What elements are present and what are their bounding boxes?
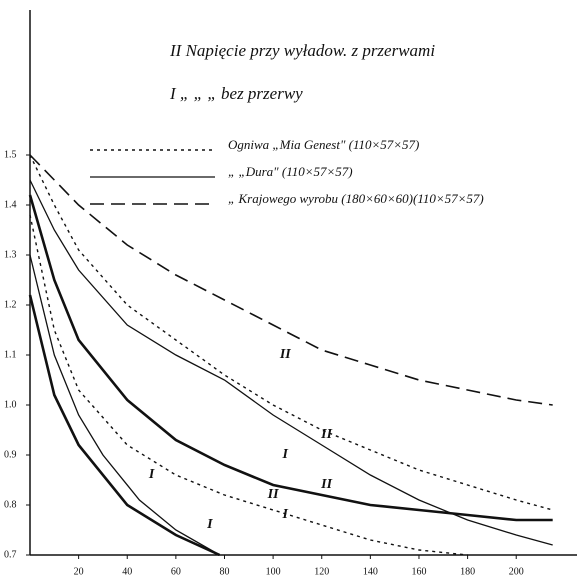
x-tick-label: 120: [314, 566, 329, 577]
x-tick-label: 80: [219, 566, 229, 577]
curve: [29, 214, 468, 556]
annotation: II: [267, 487, 279, 502]
y-tick-label: 1.4: [4, 199, 17, 210]
chart-title: II Napięcie przy wyładow. z przerwami: [169, 41, 435, 60]
x-tick-label: 60: [171, 566, 181, 577]
y-tick-label: 1.0: [4, 399, 17, 410]
y-tick-label: 0.8: [4, 499, 17, 510]
annotation: II: [279, 347, 291, 362]
y-tick-label: 1.3: [4, 249, 17, 260]
curve: [29, 179, 553, 546]
annotation: I: [206, 517, 213, 532]
curve: [29, 254, 220, 556]
chart-subtitle: I „ „ „ bez przerwy: [169, 84, 303, 103]
curve: [29, 154, 553, 406]
annotation: I: [148, 467, 155, 482]
x-tick-label: 200: [509, 566, 524, 577]
y-tick-label: 0.9: [4, 449, 17, 460]
annotation: I: [282, 507, 289, 522]
legend-label: Ogniwa „Mia Genest" (110×57×57): [228, 137, 419, 152]
annotation: II: [320, 477, 332, 492]
legend-label: „ „Dura" (110×57×57): [228, 164, 353, 179]
y-tick-label: 1.5: [4, 149, 17, 160]
y-tick-label: 1.2: [4, 299, 17, 310]
curve: [29, 154, 553, 511]
x-tick-label: 180: [460, 566, 475, 577]
x-tick-label: 20: [74, 566, 84, 577]
x-tick-label: 40: [122, 566, 132, 577]
x-tick-label: 100: [266, 566, 281, 577]
y-tick-label: 1.1: [4, 349, 17, 360]
annotation: II: [320, 427, 332, 442]
curve: [28, 294, 221, 557]
annotation: I: [282, 447, 289, 462]
y-tick-label: 0.7: [4, 549, 17, 560]
curve: [28, 194, 553, 522]
x-tick-label: 160: [411, 566, 426, 577]
legend-label: „ Krajowego wyrobu (180×60×60)(110×57×57…: [228, 191, 484, 206]
legend: Ogniwa „Mia Genest" (110×57×57) „ „Dura" …: [90, 137, 484, 206]
x-tick-label: 140: [363, 566, 378, 577]
